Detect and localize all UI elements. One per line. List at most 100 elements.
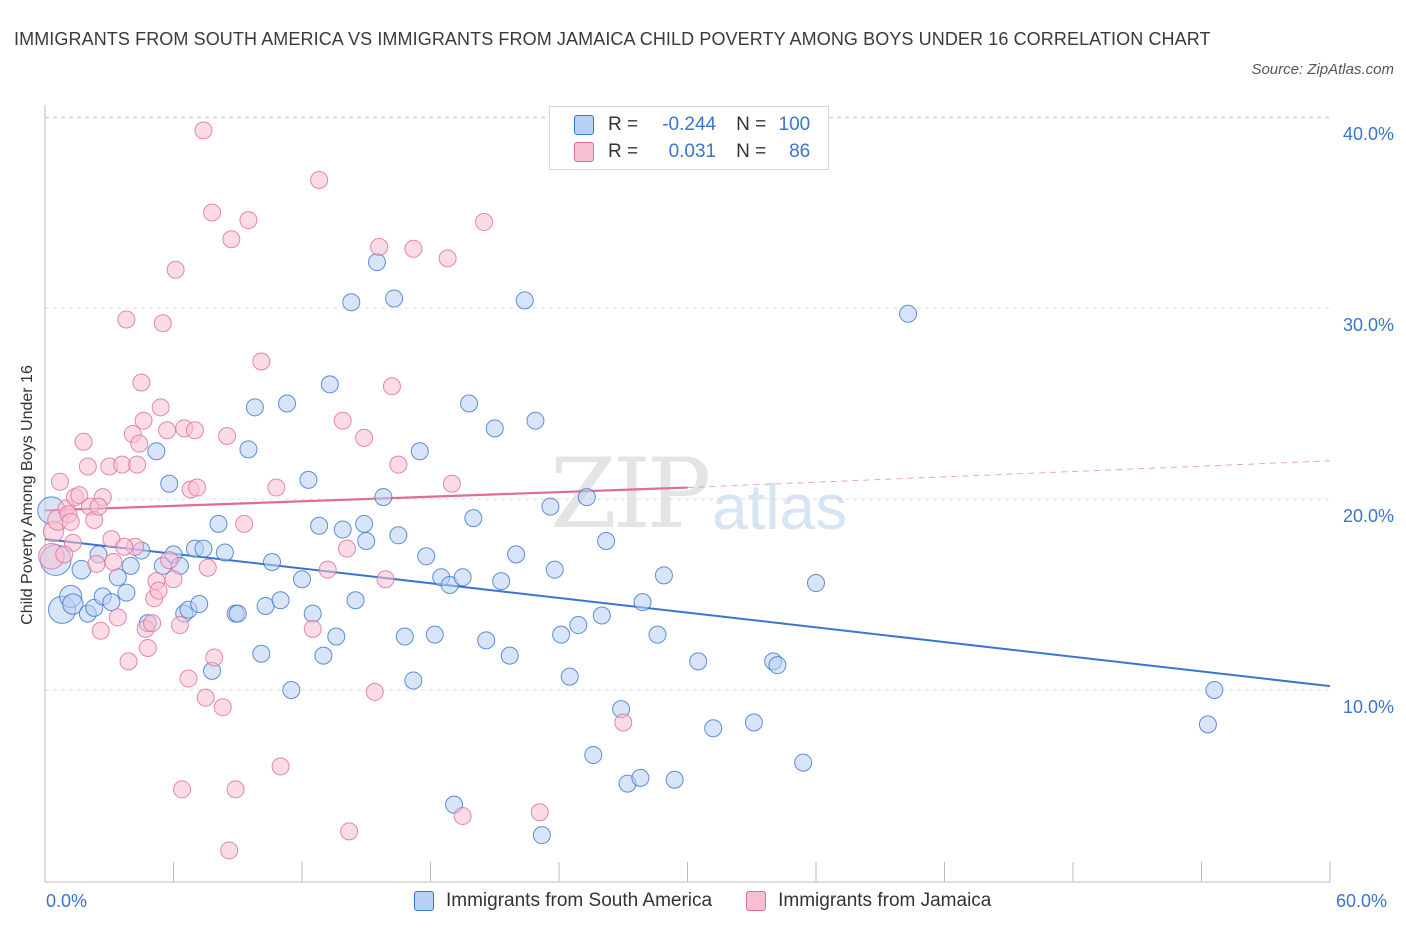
data-point-jamaica xyxy=(376,570,395,589)
legend-r-label: R = xyxy=(608,114,639,135)
y-tick-label-40: 40.0% xyxy=(1342,124,1394,144)
data-point-south-america xyxy=(597,532,616,551)
data-point-south-america xyxy=(500,646,519,665)
watermark-atlas: atlas xyxy=(712,471,848,543)
data-point-jamaica xyxy=(153,314,172,333)
data-point-jamaica xyxy=(453,807,472,826)
legend-swatch-blue xyxy=(414,891,434,911)
data-point-jamaica xyxy=(239,211,258,230)
data-point-jamaica xyxy=(220,841,239,860)
data-point-south-america xyxy=(62,593,84,615)
data-point-south-america xyxy=(1205,681,1224,699)
data-point-south-america xyxy=(389,526,408,545)
data-point-south-america xyxy=(190,595,209,614)
legend-row-jamaica: R = 0.031 N = 86 xyxy=(574,140,810,164)
data-point-south-america xyxy=(303,604,322,623)
data-point-south-america xyxy=(584,745,603,764)
data-point-jamaica xyxy=(365,682,384,701)
data-point-south-america xyxy=(209,514,228,533)
legend-swatch-pink xyxy=(746,891,767,911)
data-point-jamaica xyxy=(389,455,408,474)
series-south-america xyxy=(37,253,1224,845)
data-point-jamaica xyxy=(404,239,423,258)
data-point-south-america xyxy=(245,398,264,417)
legend-swatch-blue xyxy=(574,115,594,135)
data-point-jamaica xyxy=(188,478,207,497)
data-point-south-america xyxy=(385,289,404,308)
data-point-jamaica xyxy=(164,570,183,589)
data-point-south-america xyxy=(299,470,318,489)
data-point-jamaica xyxy=(222,230,241,249)
data-point-jamaica xyxy=(475,213,494,232)
data-point-jamaica xyxy=(115,537,134,556)
data-point-jamaica xyxy=(50,472,69,491)
legend-n-value: 86 xyxy=(789,141,811,162)
data-point-jamaica xyxy=(70,486,89,505)
data-point-south-america xyxy=(899,304,918,323)
legend-r-value: -0.244 xyxy=(662,114,717,135)
data-point-jamaica xyxy=(185,421,204,440)
data-point-jamaica xyxy=(143,614,162,633)
data-point-jamaica xyxy=(179,669,198,688)
data-point-south-america xyxy=(271,591,290,610)
data-point-jamaica xyxy=(438,249,457,268)
data-point-south-america xyxy=(532,826,551,845)
data-point-south-america xyxy=(648,625,667,644)
data-point-jamaica xyxy=(203,203,222,222)
y-tick-label-20: 20.0% xyxy=(1342,506,1394,526)
data-point-jamaica xyxy=(173,780,192,799)
data-point-south-america xyxy=(541,497,560,516)
data-point-jamaica xyxy=(138,638,157,657)
data-point-south-america xyxy=(545,560,564,579)
data-point-south-america xyxy=(239,440,258,459)
data-point-south-america xyxy=(404,671,423,690)
data-point-jamaica xyxy=(355,428,374,447)
data-point-jamaica xyxy=(226,780,245,799)
data-point-south-america xyxy=(395,627,414,646)
data-point-south-america xyxy=(689,652,708,671)
watermark-zip: ZIP xyxy=(550,438,711,550)
bottom-legend-item-jamaica[interactable]: Immigrants from Jamaica xyxy=(746,890,991,912)
trend-line-south-america xyxy=(44,538,1331,688)
data-point-jamaica xyxy=(89,497,108,516)
data-point-jamaica xyxy=(119,652,138,671)
legend-swatch-pink xyxy=(574,142,594,162)
data-point-south-america xyxy=(320,375,339,394)
data-point-jamaica xyxy=(160,551,179,570)
data-point-jamaica xyxy=(382,377,401,396)
data-point-south-america xyxy=(807,574,825,593)
data-point-south-america xyxy=(310,516,329,535)
data-point-south-america xyxy=(252,644,271,663)
data-point-south-america xyxy=(425,625,444,644)
data-point-south-america xyxy=(453,568,472,587)
data-point-south-america xyxy=(333,520,352,539)
legend-n-value: 100 xyxy=(778,114,811,135)
data-point-south-america xyxy=(560,667,579,686)
data-point-jamaica xyxy=(149,581,168,600)
data-point-south-america xyxy=(460,394,479,413)
data-point-jamaica xyxy=(271,757,290,776)
data-point-jamaica xyxy=(267,478,286,497)
data-point-south-america xyxy=(327,627,346,646)
data-point-south-america xyxy=(293,570,311,589)
bottom-legend-item-south-america[interactable]: Immigrants from South America xyxy=(414,890,712,912)
data-point-jamaica xyxy=(213,698,232,717)
data-point-south-america xyxy=(194,539,213,558)
data-point-jamaica xyxy=(117,310,136,329)
data-point-jamaica xyxy=(74,432,93,451)
data-point-jamaica xyxy=(134,411,153,430)
source-label: Source: ZipAtlas.com xyxy=(1251,61,1394,78)
data-point-jamaica xyxy=(205,648,224,667)
data-point-jamaica xyxy=(340,822,359,841)
data-point-jamaica xyxy=(235,514,254,533)
data-point-south-america xyxy=(215,543,234,562)
data-point-jamaica xyxy=(318,560,337,579)
data-point-south-america xyxy=(464,509,483,528)
data-point-jamaica xyxy=(614,713,633,732)
data-point-south-america xyxy=(665,770,684,789)
data-point-jamaica xyxy=(87,554,106,573)
legend-r-value: 0.031 xyxy=(668,141,717,162)
bottom-legend-label: Immigrants from South America xyxy=(446,890,713,911)
data-point-south-america xyxy=(355,514,374,533)
data-point-south-america xyxy=(592,606,611,625)
